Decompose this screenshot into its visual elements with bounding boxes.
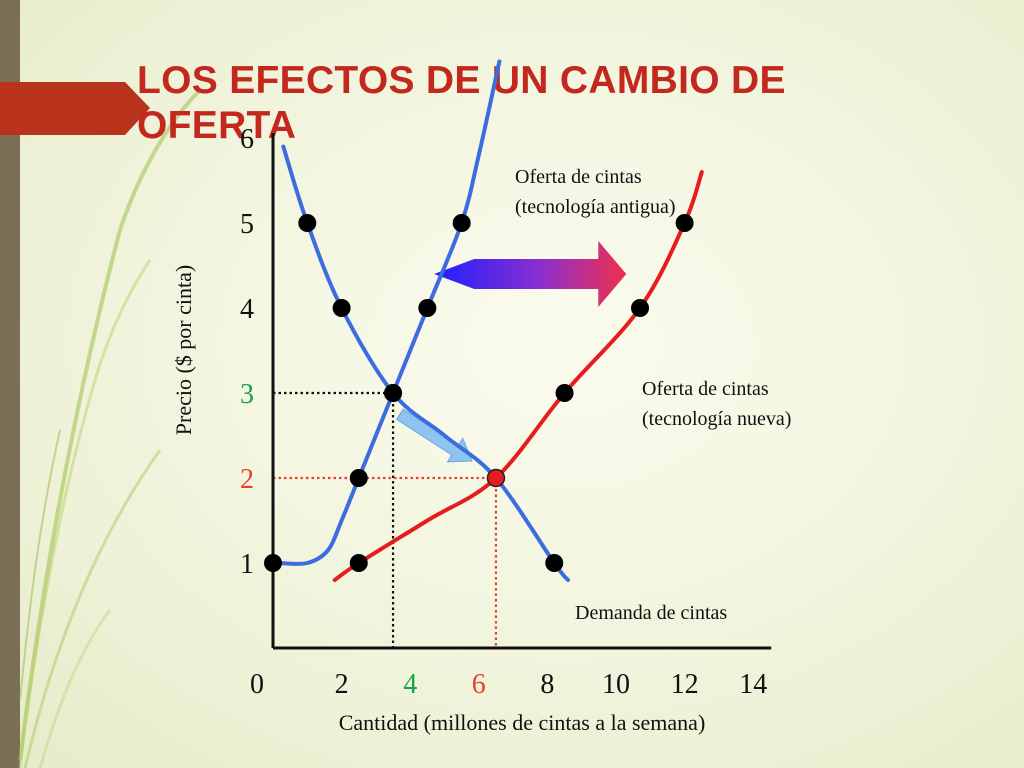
data-point [264, 554, 282, 572]
x-tick-label: 8 [540, 669, 554, 700]
curve-1 [277, 59, 502, 566]
data-point [555, 384, 574, 402]
data-point [349, 469, 368, 487]
x-axis-label: Cantidad (millones de cintas a la semana… [339, 710, 706, 735]
data-point [675, 214, 694, 232]
left-border-bar [0, 0, 20, 768]
title-arrow-icon [0, 82, 150, 135]
guide-lines [273, 391, 498, 648]
data-point [631, 299, 650, 317]
data-point [418, 299, 437, 317]
y-tick-label: 3 [240, 379, 254, 410]
y-tick-label: 4 [240, 294, 254, 325]
data-point [452, 214, 471, 232]
series-labels: Oferta de cintas (tecnología antigua) Ofer… [515, 166, 791, 624]
data-point [349, 554, 368, 572]
curve-3 [281, 144, 570, 582]
x-tick-label: 10 [602, 669, 630, 700]
points-layer [264, 214, 694, 572]
curve-2 [332, 170, 704, 582]
x-tick-label: 4 [403, 669, 417, 700]
supply-shift-arrow [434, 241, 627, 307]
x-tick-label: 14 [739, 669, 767, 700]
slide-title: LOS EFECTOS DE UN CAMBIO DE OFERTA [137, 59, 786, 147]
x-tick-label: 0 [250, 669, 264, 700]
x-tick-label: 12 [671, 669, 699, 700]
equilibrium-point-new [486, 468, 506, 488]
y-tick-label: 6 [240, 124, 254, 155]
series-label: (tecnología nueva) [642, 408, 791, 430]
y-tick-label: 2 [240, 464, 254, 495]
arrows-layer [395, 241, 627, 463]
data-point [332, 299, 351, 317]
y-axis-label: Precio ($ por cinta) [171, 265, 196, 435]
curves-layer [277, 59, 704, 582]
data-point [298, 214, 317, 232]
equilibrium-move-arrow [395, 408, 473, 463]
series-label: Oferta de cintas [642, 378, 769, 400]
x-tick-label: 2 [335, 669, 349, 700]
series-label: Oferta de cintas [515, 166, 642, 188]
x-tick-label: 6 [472, 669, 486, 700]
data-point [384, 384, 403, 402]
series-label: Demanda de cintas [575, 602, 727, 624]
series-label: (tecnología antigua) [515, 196, 676, 218]
y-tick-label: 1 [240, 549, 254, 580]
y-tick-label: 5 [240, 209, 254, 240]
data-point [545, 554, 564, 572]
